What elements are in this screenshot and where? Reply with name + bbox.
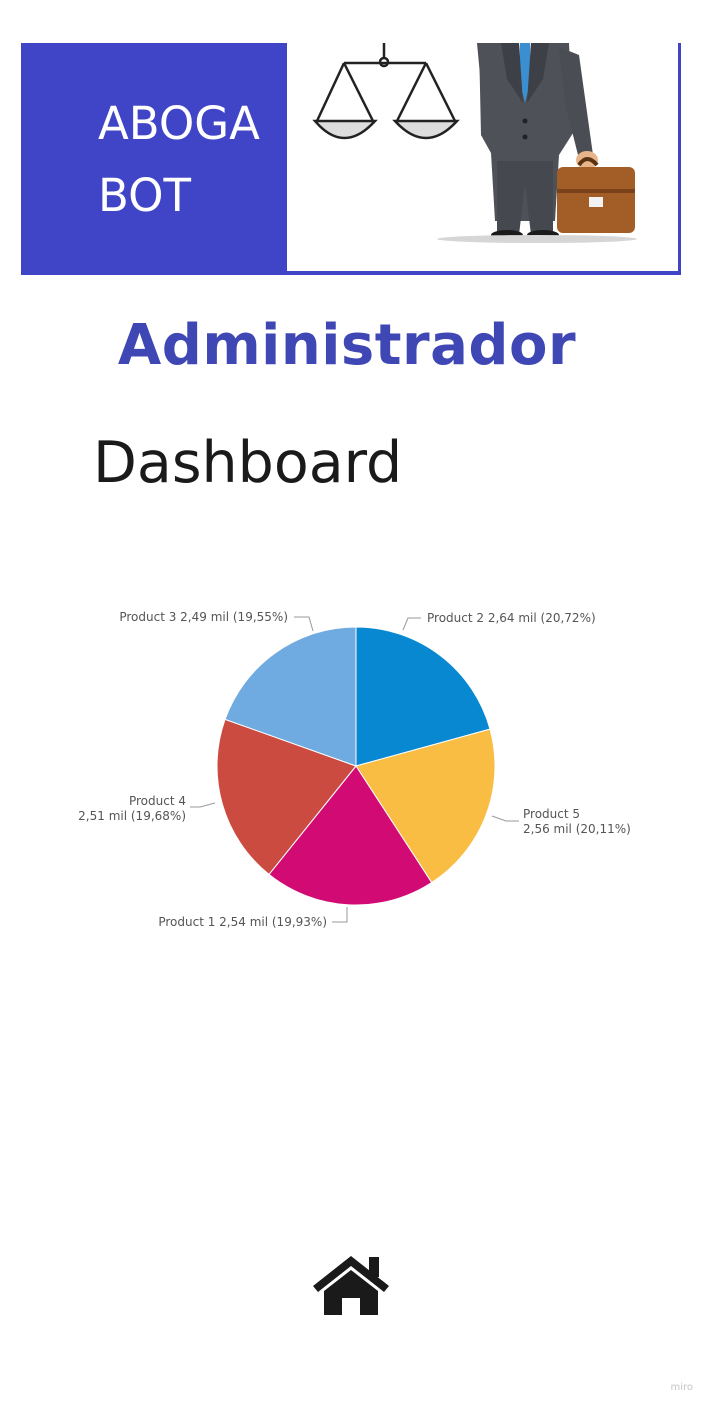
slice-label: Product 1 2,54 mil (19,93%) [158,915,327,929]
brand-name-line-2: BOT [98,169,191,222]
leader-line [190,802,216,808]
briefcase-icon [557,157,635,233]
dashboard-title: Dashboard [93,430,403,496]
pie-slice-product-3 [224,626,357,767]
pie-slice-product-1 [268,765,433,906]
watermark-text: miro [670,1382,693,1393]
home-icon[interactable] [311,1253,391,1319]
leader-line [332,907,348,923]
lawyer-illustration [312,43,637,243]
illustration-frame [287,43,681,275]
pie-chart: Product 2 2,64 mil (20,72%) Product 5 2,56… [78,610,631,929]
slice-label: Product 4 2,51 mil (19,68%) [78,794,186,823]
brand-panel: ABOGA BOT [21,43,287,275]
admin-title: Administrador [117,313,577,378]
slice-label: Product 2 2,64 mil (20,72%) [427,611,596,625]
pie-slice-product-4 [216,718,357,876]
slice-label: Product 5 2,56 mil (20,11%) [523,807,631,836]
leader-line [491,815,519,822]
brand-name-line-1: ABOGA [98,97,260,150]
leader-line [402,617,421,631]
header-banner: ABOGA BOT [21,43,681,275]
leader-line [294,616,314,632]
pie-slice-product-5 [355,728,496,884]
scales-icon [312,43,460,140]
slice-label: Product 3 2,49 mil (19,55%) [119,610,288,624]
pie-slice-product-2 [355,626,491,767]
